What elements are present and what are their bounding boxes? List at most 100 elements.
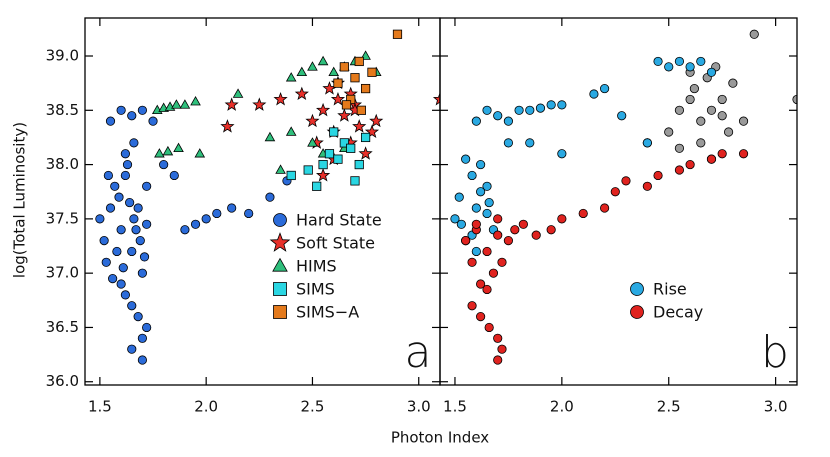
- data-point: [476, 187, 486, 197]
- data-point: [122, 159, 133, 170]
- data-point: [471, 203, 481, 213]
- data-point: [674, 56, 685, 67]
- data-point: [103, 170, 113, 181]
- data-point: [664, 62, 674, 72]
- data-point: [356, 105, 366, 115]
- data-point: [265, 192, 275, 202]
- x-tick-label: 1.5: [88, 398, 112, 416]
- data-point: [127, 344, 137, 354]
- data-point: [696, 116, 706, 126]
- data-point: [137, 268, 147, 278]
- data-point: [461, 235, 471, 246]
- data-point: [467, 257, 477, 267]
- data-point: [482, 246, 492, 257]
- data-point: [493, 111, 503, 121]
- data-point: [112, 246, 122, 257]
- data-point: [354, 159, 364, 170]
- x-tick-label: 3.0: [407, 398, 431, 416]
- data-point: [129, 138, 139, 148]
- data-point: [286, 170, 296, 181]
- legend-marker: [630, 282, 644, 296]
- data-point: [110, 181, 120, 191]
- data-point: [617, 111, 627, 121]
- data-point: [706, 154, 717, 164]
- data-point: [482, 284, 492, 295]
- y-tick-label: 38.5: [46, 101, 79, 119]
- legend-marker: [630, 305, 644, 319]
- data-point: [127, 111, 137, 121]
- data-point: [180, 225, 190, 235]
- data-point: [653, 170, 663, 181]
- y-tick-label: 36.5: [46, 318, 79, 336]
- data-point: [352, 119, 367, 133]
- data-point: [471, 219, 481, 229]
- data-point: [717, 94, 727, 105]
- data-point: [367, 67, 377, 77]
- data-point: [482, 105, 492, 115]
- data-point: [307, 137, 318, 147]
- data-point: [350, 73, 360, 83]
- data-point: [232, 88, 244, 98]
- legend-marker: [273, 282, 287, 296]
- data-point: [467, 170, 477, 181]
- data-point: [169, 170, 179, 181]
- data-point: [706, 67, 717, 77]
- data-point: [360, 83, 371, 94]
- data-point: [369, 113, 384, 128]
- data-point: [142, 181, 152, 191]
- data-point: [717, 149, 727, 159]
- data-point: [360, 132, 371, 143]
- legend-marker: [272, 257, 288, 272]
- data-point: [456, 219, 466, 229]
- x-tick-label: 2.0: [194, 398, 218, 416]
- legend-label: Soft State: [296, 234, 375, 253]
- data-point: [546, 225, 556, 235]
- data-point: [337, 108, 352, 122]
- data-point: [333, 78, 343, 88]
- data-point: [354, 56, 364, 67]
- data-point: [108, 273, 118, 284]
- data-point: [738, 116, 749, 126]
- data-point: [339, 62, 349, 72]
- data-point: [525, 138, 535, 148]
- data-point: [139, 252, 150, 262]
- data-point: [346, 143, 356, 153]
- data-point: [273, 91, 288, 106]
- data-point: [482, 181, 492, 191]
- data-point: [312, 181, 322, 191]
- data-point: [557, 149, 567, 159]
- data-point: [578, 208, 588, 219]
- data-point: [674, 143, 685, 153]
- data-point: [589, 89, 599, 99]
- data-point: [717, 111, 727, 121]
- data-point: [749, 29, 759, 39]
- legend-label: SIMS−A: [296, 303, 359, 322]
- data-point: [316, 167, 331, 182]
- data-point: [497, 344, 507, 354]
- data-point: [450, 214, 460, 224]
- data-point: [333, 154, 343, 164]
- data-point: [723, 127, 734, 137]
- data-point: [142, 219, 152, 229]
- data-point: [142, 322, 152, 333]
- data-point: [600, 203, 610, 213]
- data-point: [294, 86, 309, 101]
- legend-label: Decay: [653, 303, 703, 322]
- data-point: [525, 105, 535, 115]
- data-point: [600, 83, 610, 94]
- data-point: [461, 154, 471, 164]
- x-tick-label: 2.5: [657, 398, 681, 416]
- data-point: [738, 149, 749, 159]
- data-point: [285, 72, 297, 82]
- data-point: [307, 61, 318, 71]
- x-tick-label: 3.0: [764, 398, 788, 416]
- data-point: [493, 214, 503, 224]
- data-point: [129, 214, 139, 224]
- data-point: [148, 116, 158, 126]
- data-point: [432, 91, 440, 106]
- data-point: [392, 29, 403, 39]
- data-point: [642, 138, 652, 148]
- data-point: [358, 146, 373, 160]
- data-point: [484, 322, 494, 333]
